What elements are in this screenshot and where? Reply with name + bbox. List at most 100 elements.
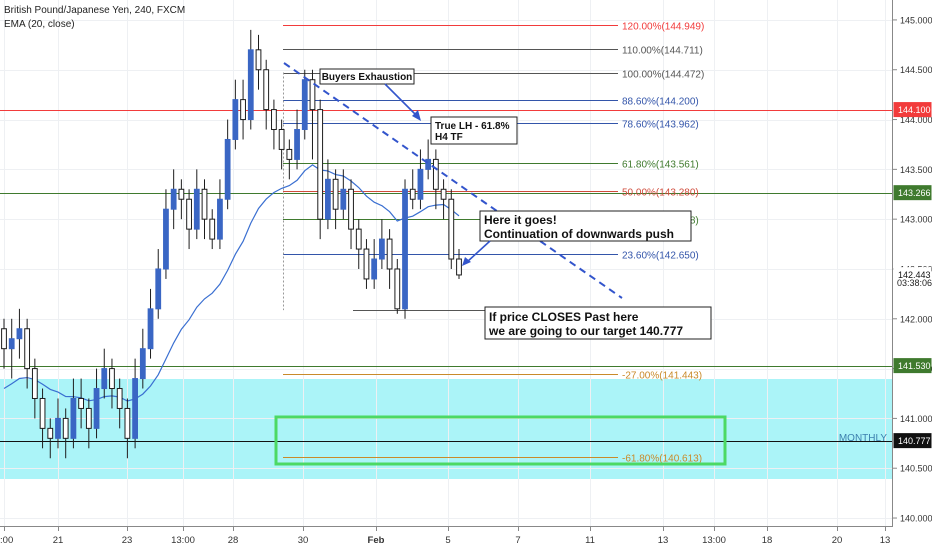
price-label-6: 142.000 bbox=[900, 314, 932, 324]
candle-body-4[interactable] bbox=[31, 368, 38, 399]
time-label-4: 28 bbox=[228, 535, 239, 546]
candle-body-58[interactable] bbox=[448, 198, 455, 260]
candle-body-11[interactable] bbox=[85, 407, 92, 429]
time-label-1: 21 bbox=[53, 535, 64, 546]
downtrend-line[interactable] bbox=[283, 62, 623, 299]
indicator-title: EMA (20, close) bbox=[4, 19, 75, 30]
time-label-9: 11 bbox=[585, 535, 595, 546]
price-badge-143.266[interactable] bbox=[893, 185, 932, 201]
price-badge-142.443[interactable] bbox=[893, 267, 932, 283]
candle-body-8[interactable] bbox=[62, 417, 69, 439]
candle-body-46[interactable] bbox=[355, 228, 362, 250]
candle-body-53[interactable] bbox=[409, 188, 416, 200]
candle-body-36[interactable] bbox=[278, 129, 285, 150]
candle-body-34[interactable] bbox=[263, 69, 270, 111]
candle-body-25[interactable] bbox=[193, 188, 200, 230]
time-axis-panel[interactable] bbox=[0, 526, 932, 550]
candle-body-15[interactable] bbox=[116, 388, 123, 409]
price-badge-141.530[interactable] bbox=[893, 358, 932, 374]
time-axis: 3:00 21 23 13:00 28 30 Feb 5 7 11 13 13:00 18 20 13 bbox=[0, 526, 890, 546]
candle-body-49[interactable] bbox=[378, 238, 385, 260]
candle-body-24[interactable] bbox=[186, 198, 192, 230]
candle-body-57[interactable] bbox=[440, 188, 447, 200]
candle-body-51[interactable] bbox=[394, 268, 401, 310]
candle-body-20[interactable] bbox=[155, 268, 162, 310]
candle-body-2[interactable] bbox=[16, 328, 23, 340]
candle-body-43[interactable] bbox=[332, 178, 339, 210]
candle-body-44[interactable] bbox=[340, 188, 347, 210]
candle-body-32[interactable] bbox=[247, 49, 254, 121]
candle-body-28[interactable] bbox=[217, 198, 223, 240]
fib-label-3: 88.60%(144.200) bbox=[622, 97, 699, 108]
here-it-goes-box[interactable] bbox=[479, 210, 692, 242]
candle-body-29[interactable] bbox=[224, 138, 231, 200]
candle-body-18[interactable] bbox=[139, 348, 146, 380]
candle-body-26[interactable] bbox=[201, 188, 208, 220]
time-label-7: 5 bbox=[445, 535, 450, 546]
time-label-8: 7 bbox=[515, 535, 520, 546]
candle-body-48[interactable] bbox=[371, 258, 378, 280]
price-badge-144.100[interactable] bbox=[893, 102, 932, 118]
ema-line bbox=[3, 164, 460, 402]
closes-box[interactable] bbox=[484, 306, 712, 340]
candle-body-59[interactable] bbox=[456, 258, 462, 276]
buyers-exhaustion-box[interactable] bbox=[319, 68, 415, 85]
candle-body-12[interactable] bbox=[93, 388, 100, 429]
price-badge-140.777[interactable] bbox=[893, 433, 932, 449]
monthly-label: MONTHLY bbox=[839, 433, 887, 444]
candle-body-27[interactable] bbox=[209, 218, 216, 240]
price-label-8: 141.000 bbox=[900, 414, 932, 424]
candle-body-35[interactable] bbox=[271, 109, 277, 131]
candle-body-9[interactable] bbox=[70, 397, 77, 439]
candle-body-52[interactable] bbox=[402, 188, 408, 310]
candle-body-55[interactable] bbox=[425, 158, 432, 170]
candle-body-7[interactable] bbox=[55, 417, 61, 439]
candle-body-22[interactable] bbox=[170, 188, 177, 210]
monthly-zone bbox=[0, 379, 892, 479]
fib-label-0: 120.00%(144.949) bbox=[622, 22, 704, 33]
candle-body-21[interactable] bbox=[163, 208, 169, 270]
candle-body-50[interactable] bbox=[386, 238, 393, 270]
price-badge-label-4: 140.777 bbox=[898, 436, 931, 446]
candle-body-40[interactable] bbox=[309, 79, 316, 111]
candle-body-37[interactable] bbox=[286, 148, 293, 160]
time-label-0: 3:00 bbox=[0, 535, 13, 546]
symbol-title: British Pound/Japanese Yen, 240, FXCM bbox=[4, 5, 185, 16]
candle-body-6[interactable] bbox=[47, 427, 54, 439]
price-label-3: 143.500 bbox=[900, 165, 932, 175]
time-label-11: 13:00 bbox=[702, 535, 726, 546]
candle-body-14[interactable] bbox=[109, 368, 115, 390]
candle-body-19[interactable] bbox=[147, 308, 154, 350]
candle-body-33[interactable] bbox=[255, 49, 262, 71]
candle-body-42[interactable] bbox=[325, 178, 331, 220]
candle-body-13[interactable] bbox=[101, 368, 108, 390]
candle-body-41[interactable] bbox=[317, 109, 324, 220]
fib-label-2: 100.00%(144.472) bbox=[622, 70, 704, 81]
candle-body-0[interactable] bbox=[1, 328, 7, 350]
candle-body-3[interactable] bbox=[24, 328, 31, 370]
candle-countdown: 03:38:06 bbox=[897, 278, 932, 288]
candle-body-16[interactable] bbox=[124, 407, 131, 439]
candle-body-31[interactable] bbox=[240, 99, 246, 121]
candle-body-45[interactable] bbox=[348, 188, 354, 230]
fib-label-8: 23.60%(142.650) bbox=[622, 251, 699, 262]
true-lh-box[interactable] bbox=[430, 116, 518, 145]
true-lh-line1: True LH - 61.8% bbox=[435, 121, 510, 132]
candle-body-17[interactable] bbox=[132, 378, 138, 439]
price-badge-label-2: 142.443 bbox=[898, 270, 931, 280]
candle-body-10[interactable] bbox=[78, 397, 85, 409]
candle-body-47[interactable] bbox=[363, 248, 370, 280]
candle-body-38[interactable] bbox=[294, 129, 300, 160]
candle-body-1[interactable] bbox=[8, 338, 15, 350]
candle-body-23[interactable] bbox=[178, 188, 185, 200]
price-axis: 145.000144.500144.000143.500143.000142.5… bbox=[893, 15, 932, 524]
candle-body-30[interactable] bbox=[232, 99, 239, 140]
price-label-4: 143.000 bbox=[900, 215, 932, 225]
candle-body-39[interactable] bbox=[301, 79, 308, 131]
candle-body-54[interactable] bbox=[417, 168, 424, 200]
candle-body-5[interactable] bbox=[39, 397, 46, 429]
target-box[interactable] bbox=[274, 415, 727, 466]
candle-body-56[interactable] bbox=[432, 158, 439, 190]
